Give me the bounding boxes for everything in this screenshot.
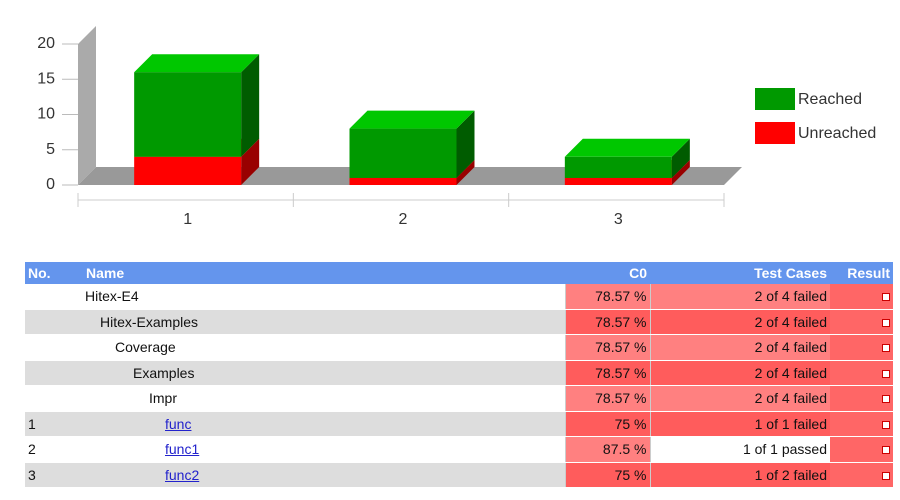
row-name: func bbox=[83, 411, 565, 437]
coverage: 75 % bbox=[564, 411, 650, 437]
result-icon bbox=[882, 420, 890, 429]
legend-label: Reached bbox=[798, 91, 862, 108]
coverage: 78.57 % bbox=[564, 385, 650, 412]
row-number bbox=[25, 360, 83, 386]
x-tick-label: 2 bbox=[399, 211, 408, 228]
y-tick-label: 5 bbox=[46, 141, 55, 158]
bar-side bbox=[456, 110, 475, 178]
results-table: No. Name C0 Test Cases Result Hitex-E4 78… bbox=[25, 262, 893, 488]
y-tick-label: 10 bbox=[37, 106, 55, 123]
bar-side bbox=[241, 54, 260, 157]
legend-label: Unreached bbox=[798, 125, 876, 142]
result-icon bbox=[882, 293, 890, 302]
bar-top bbox=[564, 138, 690, 157]
row-name: Coverage bbox=[83, 334, 565, 361]
coverage: 78.57 % bbox=[564, 309, 650, 335]
test-cases: 2 of 4 failed bbox=[649, 284, 830, 310]
function-link[interactable]: func2 bbox=[165, 466, 200, 483]
result bbox=[830, 411, 893, 437]
bar bbox=[349, 128, 457, 178]
header: Test Cases bbox=[650, 262, 830, 284]
row-name: Hitex-Examples bbox=[83, 309, 565, 335]
bar bbox=[349, 177, 457, 185]
x-tick-label: 3 bbox=[614, 211, 623, 228]
function-link[interactable]: func1 bbox=[165, 441, 200, 458]
result-icon bbox=[882, 471, 890, 480]
row-name: Impr bbox=[83, 385, 565, 412]
result bbox=[830, 284, 893, 310]
test-cases: 1 of 1 passed bbox=[649, 436, 830, 463]
header: C0 bbox=[565, 262, 650, 284]
row-name: Hitex-E4 bbox=[83, 284, 565, 310]
coverage: 75 % bbox=[564, 462, 650, 488]
row-name: func2 bbox=[83, 462, 565, 488]
result-icon bbox=[882, 318, 890, 327]
table-row: Hitex-Examples 78.57 % 2 of 4 failed bbox=[25, 309, 893, 335]
test-cases: 2 of 4 failed bbox=[649, 334, 830, 361]
legend-swatch bbox=[755, 88, 795, 110]
result-icon bbox=[882, 446, 890, 455]
header-row: No. Name C0 Test Cases Result bbox=[25, 262, 893, 284]
row-number bbox=[25, 309, 83, 335]
x-tick-label: 1 bbox=[183, 211, 192, 228]
result-icon bbox=[882, 344, 890, 353]
bar bbox=[564, 156, 672, 178]
test-cases: 2 of 4 failed bbox=[649, 385, 830, 412]
test-cases: 2 of 4 failed bbox=[649, 309, 830, 335]
table-row: Hitex-E4 78.57 % 2 of 4 failed bbox=[25, 284, 893, 310]
row-number: 3 bbox=[25, 462, 83, 488]
back-wall bbox=[78, 26, 96, 185]
bar bbox=[134, 72, 242, 157]
row-number: 2 bbox=[25, 436, 83, 463]
test-cases: 2 of 4 failed bbox=[649, 360, 830, 386]
bar-side bbox=[671, 159, 690, 185]
header: Name bbox=[83, 262, 565, 284]
table-row: 1 func 75 % 1 of 1 failed bbox=[25, 411, 893, 437]
result bbox=[830, 334, 893, 361]
legend-swatch bbox=[755, 122, 795, 144]
y-tick-label: 15 bbox=[37, 70, 55, 87]
table-row: Impr 78.57 % 2 of 4 failed bbox=[25, 385, 893, 412]
bar-side bbox=[671, 138, 690, 178]
y-tick-label: 0 bbox=[46, 176, 55, 193]
result bbox=[830, 309, 893, 335]
coverage: 78.57 % bbox=[564, 334, 650, 361]
table-row: Coverage 78.57 % 2 of 4 failed bbox=[25, 334, 893, 361]
bar bbox=[134, 156, 242, 185]
row-name: func1 bbox=[83, 436, 565, 463]
header: Result bbox=[830, 262, 893, 284]
row-name: Examples bbox=[83, 360, 565, 386]
y-tick-label: 20 bbox=[37, 35, 55, 52]
table-row: 2 func1 87.5 % 1 of 1 passed bbox=[25, 436, 893, 463]
result bbox=[830, 385, 893, 412]
row-number: 1 bbox=[25, 411, 83, 437]
row-number bbox=[25, 385, 83, 412]
coverage: 78.57 % bbox=[564, 360, 650, 386]
coverage: 87.5 % bbox=[564, 436, 650, 463]
bar-top bbox=[349, 110, 475, 129]
chart: 0 5 10 15 20 1 2 3 Reached Unreached bbox=[37, 26, 876, 228]
bar-side bbox=[241, 138, 260, 185]
table-row: 3 func2 75 % 1 of 2 failed bbox=[25, 462, 893, 488]
result bbox=[830, 436, 893, 463]
function-link[interactable]: func bbox=[165, 415, 192, 432]
row-number bbox=[25, 334, 83, 361]
coverage: 78.57 % bbox=[564, 284, 650, 310]
bar-top bbox=[134, 54, 260, 73]
bar bbox=[564, 177, 672, 185]
table-row: Examples 78.57 % 2 of 4 failed bbox=[25, 360, 893, 386]
bar-side bbox=[456, 159, 475, 185]
result bbox=[830, 360, 893, 386]
test-cases: 1 of 1 failed bbox=[649, 411, 830, 437]
result-icon bbox=[882, 369, 890, 378]
result-icon bbox=[882, 395, 890, 404]
result bbox=[830, 462, 893, 488]
row-number bbox=[25, 284, 83, 310]
header: No. bbox=[25, 262, 83, 284]
test-cases: 1 of 2 failed bbox=[649, 462, 830, 488]
